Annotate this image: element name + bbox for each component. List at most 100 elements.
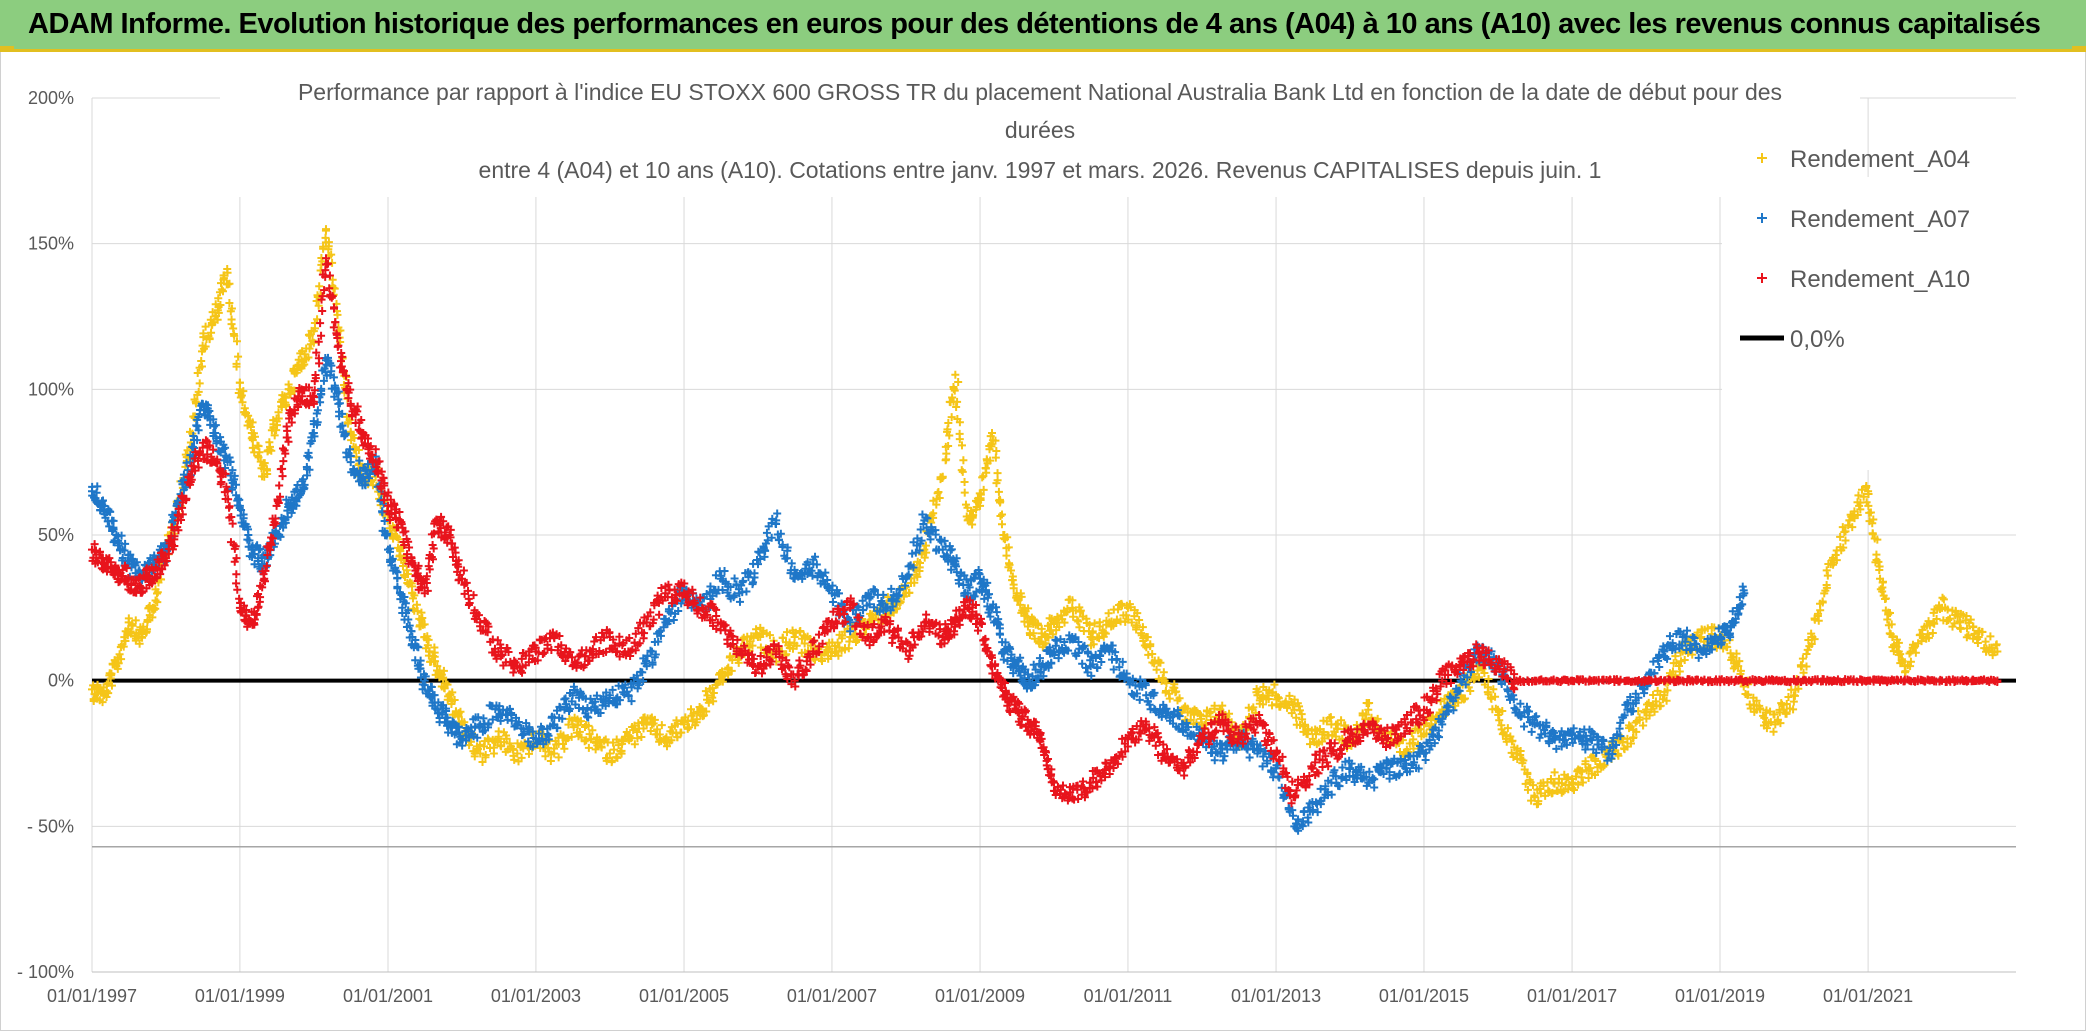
data-point (418, 685, 427, 694)
data-point (153, 588, 162, 597)
data-point (783, 554, 792, 563)
data-point (114, 659, 123, 668)
data-point (1044, 663, 1053, 672)
data-point (1618, 738, 1627, 747)
data-point (1405, 767, 1414, 776)
data-point (560, 695, 569, 704)
data-point (718, 677, 727, 686)
data-point (254, 602, 263, 611)
data-point (476, 749, 485, 758)
data-point (1382, 764, 1391, 773)
data-point (651, 650, 660, 659)
data-point (976, 490, 985, 499)
data-point (1248, 737, 1257, 746)
data-point (314, 354, 323, 363)
data-point (1402, 759, 1411, 768)
data-point (1455, 686, 1464, 695)
data-point (1132, 689, 1141, 698)
data-point (1288, 700, 1297, 709)
data-point (875, 607, 884, 616)
data-point (610, 641, 619, 650)
data-point (1087, 671, 1096, 680)
data-point (851, 637, 860, 646)
data-point (1832, 556, 1841, 565)
data-point (634, 624, 643, 633)
data-point (1687, 644, 1696, 653)
data-point (905, 588, 914, 597)
data-point (401, 527, 410, 536)
data-point (955, 435, 964, 444)
data-point (757, 669, 766, 678)
data-point (333, 310, 342, 319)
data-point (648, 658, 657, 667)
data-point (696, 593, 705, 602)
data-point (916, 525, 925, 534)
data-point (1607, 754, 1616, 763)
data-point (298, 475, 307, 484)
data-point (588, 645, 597, 654)
data-point (248, 443, 257, 452)
data-point (776, 529, 785, 538)
data-point (1965, 618, 1974, 627)
data-point (1108, 641, 1117, 650)
data-point (1776, 719, 1785, 728)
data-point (552, 723, 561, 732)
data-point (1269, 768, 1278, 777)
data-point (608, 685, 617, 694)
data-point (947, 413, 956, 422)
data-point (339, 367, 348, 376)
data-point (1547, 789, 1556, 798)
data-point (1118, 657, 1127, 666)
data-point (749, 654, 758, 663)
data-point (1433, 731, 1442, 740)
data-point (335, 399, 344, 408)
data-point (1009, 669, 1018, 678)
data-point (193, 422, 202, 431)
data-point (107, 671, 116, 680)
data-point (991, 453, 1000, 462)
data-point (428, 555, 437, 564)
data-point (439, 666, 448, 675)
data-point (312, 348, 321, 357)
data-point (276, 492, 285, 501)
data-point (240, 601, 249, 610)
data-point (1043, 633, 1052, 642)
data-point (227, 315, 236, 324)
data-point (1635, 715, 1644, 724)
data-point (968, 520, 977, 529)
data-point (837, 599, 846, 608)
data-point (934, 631, 943, 640)
data-point (1150, 688, 1159, 697)
data-point (427, 683, 436, 692)
data-point (317, 384, 326, 393)
data-point (190, 443, 199, 452)
data-point (728, 632, 737, 641)
data-point (1665, 632, 1674, 641)
data-point (1141, 681, 1150, 690)
data-point (1917, 637, 1926, 646)
data-point (1756, 704, 1765, 713)
data-point (360, 480, 369, 489)
data-point (1501, 731, 1510, 740)
data-point (1337, 774, 1346, 783)
data-point (303, 471, 312, 480)
data-point (287, 418, 296, 427)
data-point (1081, 663, 1090, 672)
data-point (915, 559, 924, 568)
data-point (1312, 798, 1321, 807)
data-point (546, 756, 555, 765)
data-point (1798, 654, 1807, 663)
data-point (390, 499, 399, 508)
data-point (541, 752, 550, 761)
data-point (1156, 658, 1165, 667)
data-point (942, 455, 951, 464)
data-point (733, 635, 742, 644)
data-point (88, 685, 96, 694)
data-point (586, 735, 595, 744)
data-point (1451, 693, 1460, 702)
data-point (947, 565, 956, 574)
data-point (226, 457, 235, 466)
data-point (1816, 606, 1825, 615)
data-point (1841, 536, 1850, 545)
data-point (676, 581, 685, 590)
